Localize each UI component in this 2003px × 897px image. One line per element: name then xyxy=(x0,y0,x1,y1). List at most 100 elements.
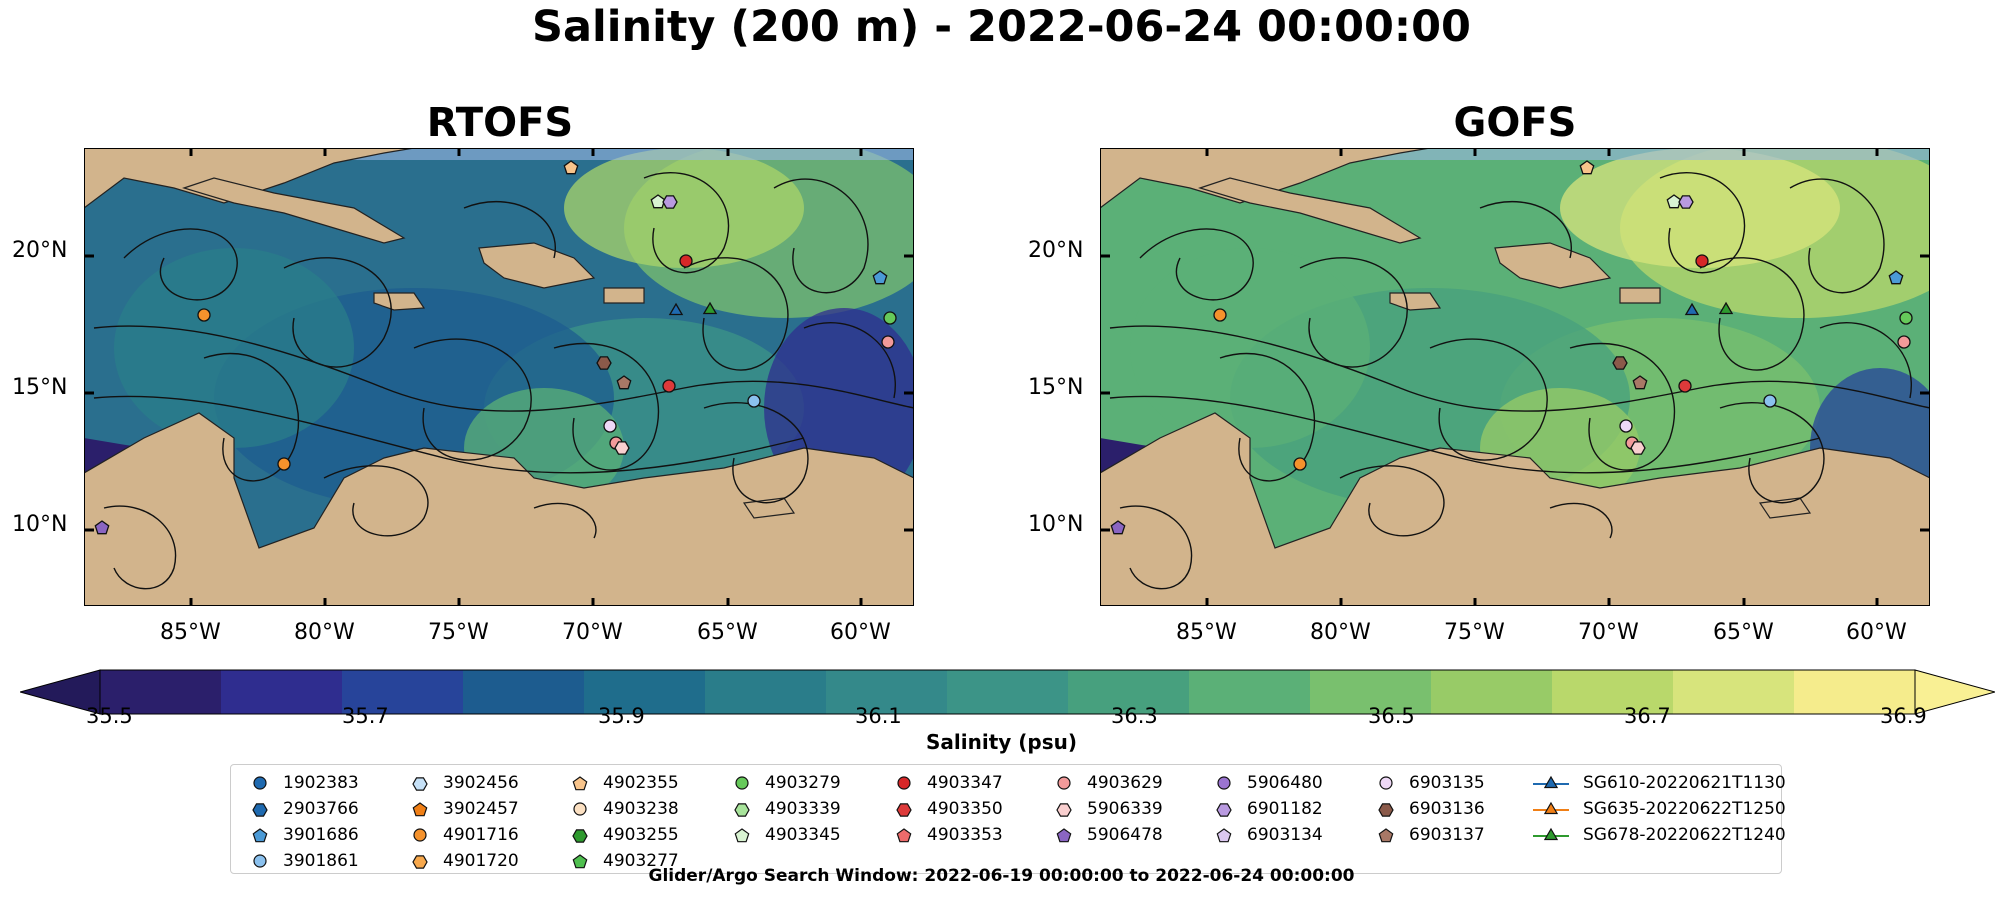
float-marker xyxy=(603,419,617,433)
float-marker xyxy=(1630,441,1646,455)
colorbar-tick-label: 36.1 xyxy=(855,704,902,728)
argo-float-marker-icon xyxy=(1378,803,1394,817)
legend-label: 4903255 xyxy=(603,825,679,845)
argo-float-marker-icon xyxy=(572,829,588,843)
float-marker xyxy=(614,441,630,455)
colorbar-segment xyxy=(1310,670,1432,714)
legend-label: SG610-20220621T1130 xyxy=(1583,773,1786,793)
argo-float-marker-icon xyxy=(896,828,912,843)
glider-marker-icon xyxy=(1533,827,1569,841)
float-marker xyxy=(1897,335,1911,349)
argo-float-marker-icon xyxy=(897,776,911,790)
legend-label: 1902383 xyxy=(283,773,359,793)
float-marker xyxy=(1678,195,1694,209)
argo-float-marker-icon xyxy=(1216,803,1232,817)
float-marker xyxy=(616,375,632,390)
argo-float-marker-icon xyxy=(1056,828,1072,843)
legend-item: 4903238 xyxy=(569,799,679,819)
legend-label: 5906339 xyxy=(1087,799,1163,819)
float-marker xyxy=(881,335,895,349)
lon-tick-label: 65°W xyxy=(697,620,758,645)
colorbar xyxy=(20,669,1995,715)
legend-item: 3901861 xyxy=(249,851,359,871)
float-marker xyxy=(1619,419,1633,433)
float-marker xyxy=(1899,311,1913,325)
legend-item: SG678-20220622T1240 xyxy=(1531,825,1786,845)
float-marker xyxy=(596,356,612,370)
colorbar-segment xyxy=(584,670,706,714)
float-marker xyxy=(668,302,684,316)
colorbar-segment xyxy=(342,670,464,714)
float-marker xyxy=(1718,301,1734,315)
float-marker xyxy=(702,301,718,315)
glider-marker-icon xyxy=(1533,775,1569,789)
legend-item: 6903134 xyxy=(1213,825,1323,845)
legend-label: 4902355 xyxy=(603,773,679,793)
glider-marker-icon xyxy=(1533,801,1569,815)
float-marker xyxy=(1213,308,1227,322)
float-marker xyxy=(197,308,211,322)
legend-label: 4903279 xyxy=(765,773,841,793)
legend-item: 6903137 xyxy=(1375,825,1485,845)
argo-float-marker-icon xyxy=(572,776,588,791)
legend-label: 4901716 xyxy=(443,825,519,845)
float-marker xyxy=(1612,356,1628,370)
legend-label: 4903238 xyxy=(603,799,679,819)
argo-float-marker-icon xyxy=(1057,776,1071,790)
lon-tick-label: 70°W xyxy=(562,620,623,645)
legend-label: 6903134 xyxy=(1247,825,1323,845)
colorbar-segment xyxy=(1189,670,1311,714)
legend-label: 6903135 xyxy=(1409,773,1485,793)
float-marker xyxy=(563,160,579,175)
colorbar-segment xyxy=(947,670,1069,714)
legend-item: 4903350 xyxy=(893,799,1003,819)
legend-item: 4903353 xyxy=(893,825,1003,845)
legend-label: 6901182 xyxy=(1247,799,1323,819)
argo-float-marker-icon xyxy=(1378,828,1394,843)
argo-float-marker-icon xyxy=(734,803,750,817)
legend-label: 2903766 xyxy=(283,799,359,819)
argo-float-marker-icon xyxy=(734,828,750,843)
float-marker xyxy=(1293,457,1307,471)
legend-label: 4901720 xyxy=(443,851,519,871)
panel-title-gofs: GOFS xyxy=(1453,100,1577,146)
argo-float-marker-icon xyxy=(413,828,427,842)
legend-item: 3901686 xyxy=(249,825,359,845)
colorbar-segment xyxy=(463,670,585,714)
colorbar-segment xyxy=(1552,670,1674,714)
legend-item: SG610-20220621T1130 xyxy=(1531,773,1786,793)
float-marker xyxy=(650,194,666,209)
float-marker xyxy=(1888,270,1904,285)
lat-tick-label: 10°N xyxy=(12,512,68,537)
legend-label: 4903339 xyxy=(765,799,841,819)
float-marker xyxy=(1678,379,1692,393)
colorbar-tick-label: 35.5 xyxy=(86,704,133,728)
legend-item: 4903255 xyxy=(569,825,679,845)
argo-float-marker-icon xyxy=(735,776,749,790)
legend-label: 3901686 xyxy=(283,825,359,845)
legend-label: 4903353 xyxy=(927,825,1003,845)
legend-item: 3902456 xyxy=(409,773,519,793)
legend-label: 5906478 xyxy=(1087,825,1163,845)
argo-float-marker-icon xyxy=(252,803,268,817)
legend-label: 4903350 xyxy=(927,799,1003,819)
legend-item: 5906478 xyxy=(1053,825,1163,845)
colorbar-segment xyxy=(1431,670,1553,714)
argo-float-marker-icon xyxy=(412,777,428,791)
float-marker xyxy=(1684,302,1700,316)
argo-float-marker-icon xyxy=(252,828,268,843)
legend-label: 3902456 xyxy=(443,773,519,793)
legend-item: 6901182 xyxy=(1213,799,1323,819)
panel-title-rtofs: RTOFS xyxy=(426,100,574,146)
argo-float-marker-icon xyxy=(253,776,267,790)
lon-tick-label: 60°W xyxy=(830,620,891,645)
lon-tick-label: 85°W xyxy=(1176,620,1237,645)
colorbar-tick-label: 36.5 xyxy=(1368,704,1415,728)
lon-tick-label: 60°W xyxy=(1846,620,1907,645)
legend-item: 4903345 xyxy=(731,825,841,845)
legend-label: 6903136 xyxy=(1409,799,1485,819)
colorbar-segment xyxy=(100,670,222,714)
float-marker xyxy=(872,270,888,285)
legend-item: 4902355 xyxy=(569,773,679,793)
legend-label: 5906480 xyxy=(1247,773,1323,793)
